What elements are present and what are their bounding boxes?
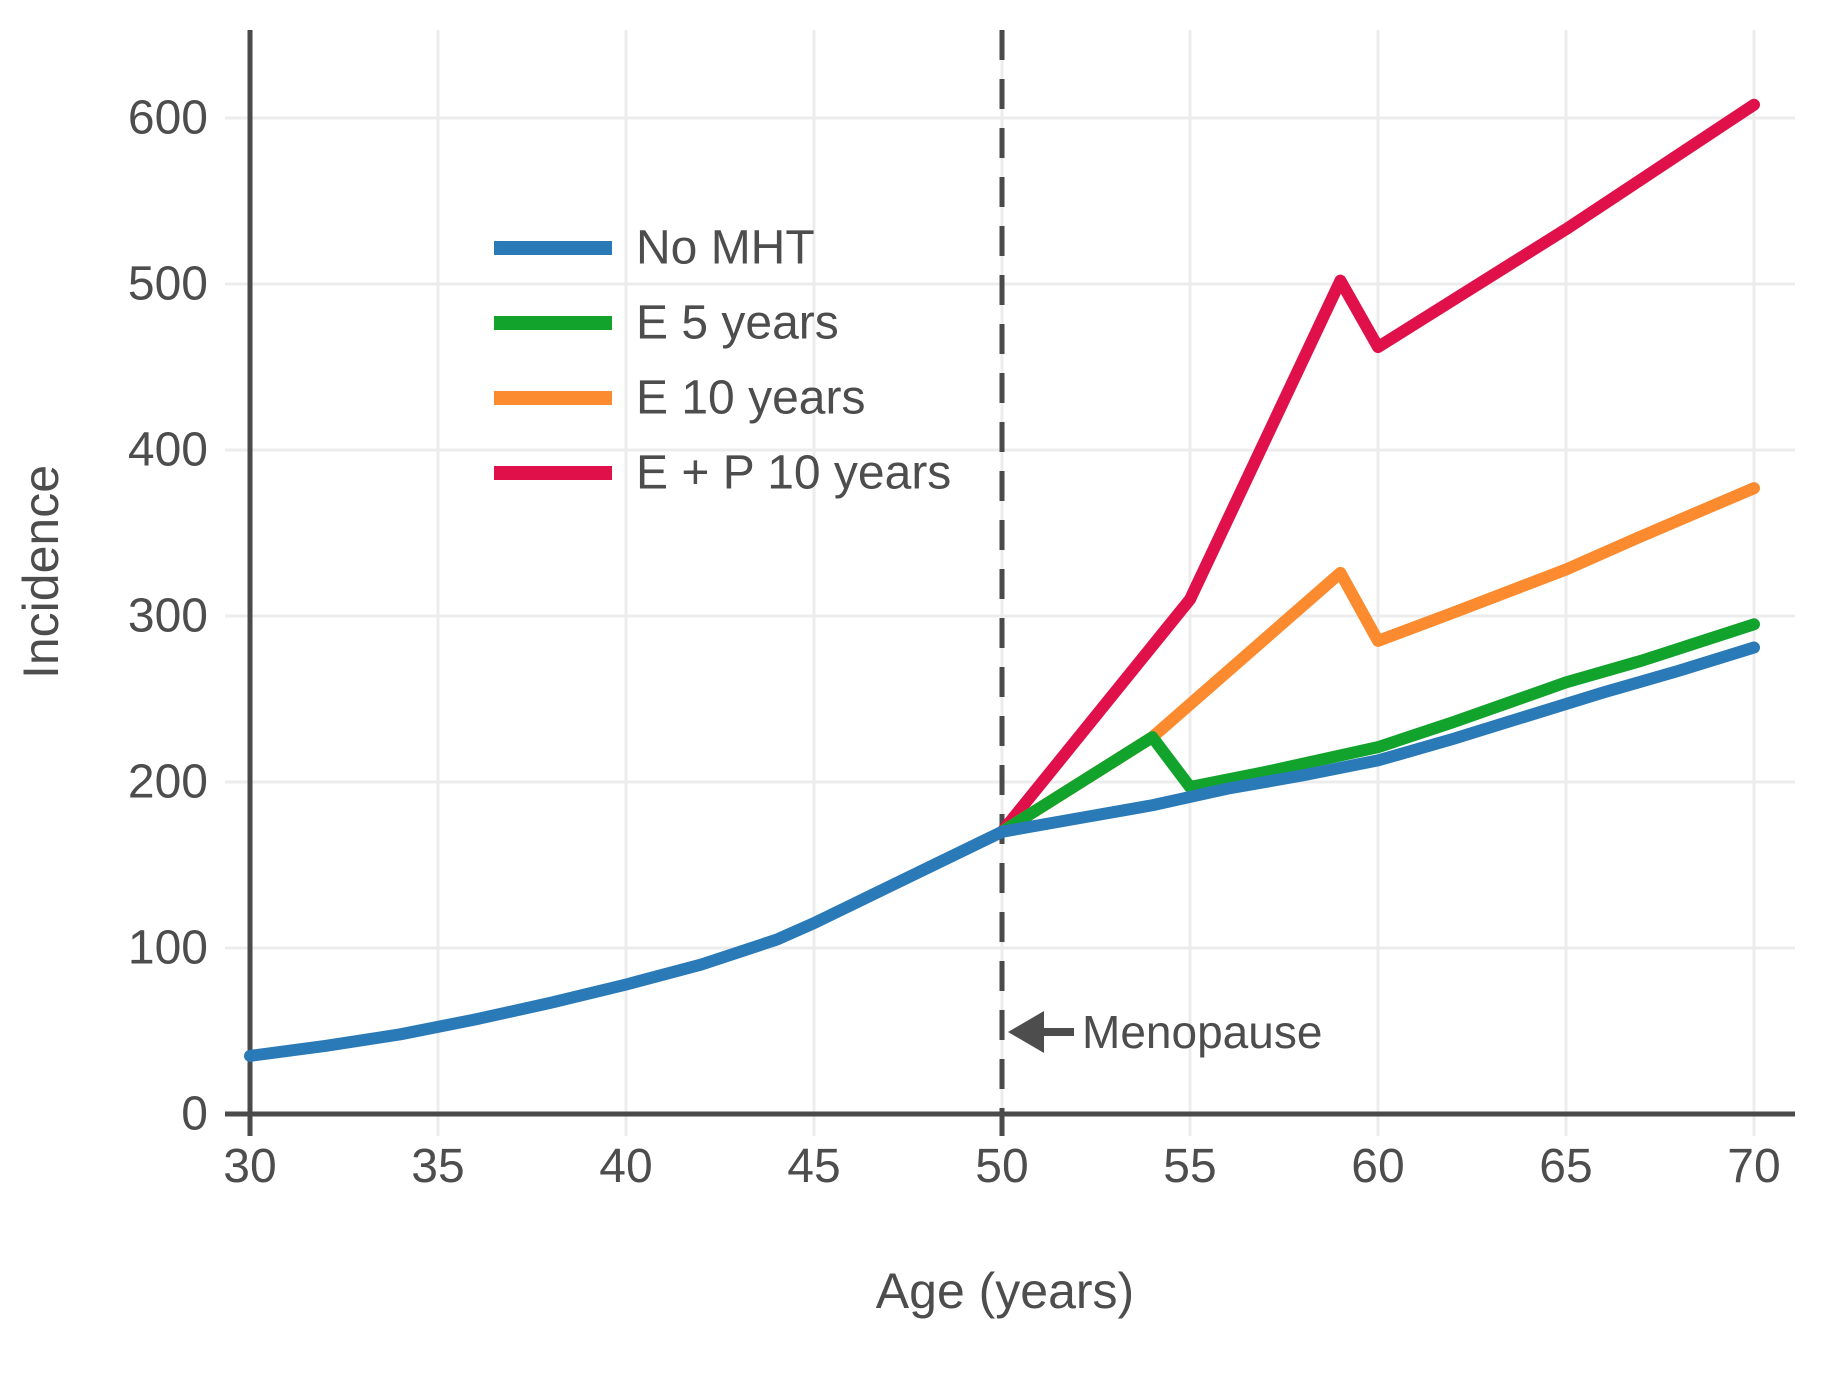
x-tick-label: 60 <box>1351 1140 1404 1193</box>
menopause-annotation: Menopause <box>1008 1006 1322 1058</box>
x-tick-label: 45 <box>787 1140 840 1193</box>
y-tick-label: 0 <box>181 1088 208 1141</box>
gridlines <box>225 30 1795 1136</box>
y-tick-label: 400 <box>128 424 208 477</box>
x-tick-label: 40 <box>599 1140 652 1193</box>
legend-label-no-mht: No MHT <box>636 222 815 275</box>
axes <box>225 30 1795 1136</box>
x-tick-label: 50 <box>975 1140 1028 1193</box>
menopause-label: Menopause <box>1082 1006 1322 1058</box>
x-tick-label: 65 <box>1539 1140 1592 1193</box>
legend-label-e-10-years: E 10 years <box>636 372 865 425</box>
y-tick-label: 500 <box>128 258 208 311</box>
legend-label-e-5-years: E 5 years <box>636 297 839 350</box>
series-line-e-10-years <box>996 482 1760 838</box>
x-tick-label: 35 <box>411 1140 464 1193</box>
legend-label-e-p-10-years: E + P 10 years <box>636 447 951 500</box>
y-tick-label: 100 <box>128 922 208 975</box>
x-tick-label: 70 <box>1727 1140 1780 1193</box>
series-lines <box>244 98 1760 1062</box>
y-axis-title: Incidence <box>13 465 69 679</box>
series-line-e-5-years <box>996 618 1760 838</box>
series-line-e-p-10-years <box>996 98 1760 838</box>
tick-labels: 30 35 40 45 50 55 60 65 70 0 100 200 300 400 500 600 <box>128 92 1781 1194</box>
x-tick-label: 55 <box>1163 1140 1216 1193</box>
menopause-arrow-head-icon <box>1008 1011 1044 1053</box>
x-axis-title: Age (years) <box>876 1263 1134 1319</box>
x-tick-label: 30 <box>223 1140 276 1193</box>
y-tick-label: 300 <box>128 590 208 643</box>
series-line-no-mht <box>244 641 1760 1062</box>
y-tick-label: 600 <box>128 92 208 145</box>
y-tick-label: 200 <box>128 756 208 809</box>
legend: No MHT E 5 years E 10 years E + P 10 yea… <box>494 222 951 500</box>
